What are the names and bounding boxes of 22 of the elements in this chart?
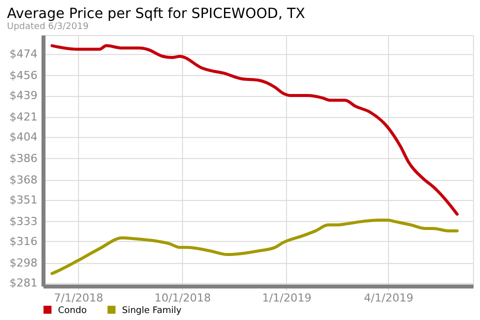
y-tick-label: $298: [10, 256, 38, 270]
y-tick-label: $474: [10, 47, 38, 60]
y-tick-label: $386: [10, 152, 38, 165]
y-tick-label: $333: [10, 214, 38, 228]
y-tick-label: $404: [10, 130, 38, 144]
line-series: [50, 218, 459, 276]
legend-label: Single Family: [122, 306, 182, 316]
x-tick-label: 4/1/2019: [364, 292, 414, 304]
y-tick-label: $281: [10, 276, 38, 290]
chart-title: Average Price per Sqft for SPICEWOOD, TX: [7, 6, 306, 22]
line-series: [50, 44, 459, 216]
y-tick-label: $316: [10, 234, 38, 248]
y-tick-label: $421: [10, 110, 38, 124]
x-tick-label: 1/1/2019: [262, 292, 312, 304]
y-tick-label: $439: [10, 89, 38, 102]
x-tick-label: 10/1/2018: [154, 292, 211, 304]
y-tick-label: $368: [10, 173, 38, 186]
y-tick-label: $351: [10, 193, 38, 206]
legend-label: Condo: [58, 306, 88, 316]
y-tick-label: $456: [10, 68, 38, 82]
chart-subtitle: Updated 6/3/2019: [7, 22, 89, 32]
x-tick-label: 7/1/2018: [54, 292, 104, 304]
